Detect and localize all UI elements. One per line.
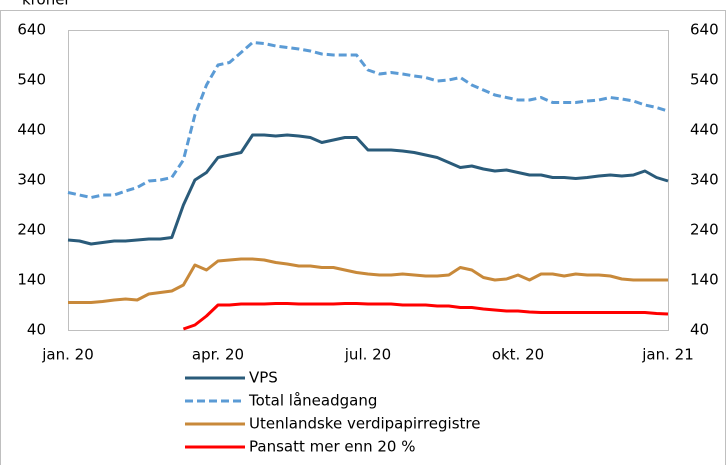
legend-label: Utenlandske verdipapirregistre [249, 415, 480, 433]
x-tick-label: okt. 20 [492, 346, 544, 364]
y2-tick-label: 640 [690, 21, 719, 39]
y-tick-label: 440 [17, 121, 46, 139]
series-line [68, 257, 668, 304]
plot-frame [68, 30, 669, 331]
y2-tick-label: 40 [690, 321, 709, 339]
series-line [67, 133, 669, 246]
chart-border [0, 10, 726, 465]
y2-tick-label: 440 [690, 121, 719, 139]
y2-tick-label: 540 [690, 71, 719, 89]
y2-tick-label: 240 [690, 221, 719, 239]
legend-label: VPS [249, 369, 278, 387]
y-axis-label: kroner [22, 0, 71, 9]
x-tick-label: jul. 20 [344, 346, 391, 364]
y-tick-label: 240 [17, 221, 46, 239]
series-line [67, 41, 669, 199]
y-tick-label: 140 [17, 271, 46, 289]
y-tick-label: 640 [17, 21, 46, 39]
y2-tick-label: 340 [690, 171, 719, 189]
y-tick-label: 40 [27, 321, 46, 339]
legend-label: Total låneadgang [248, 392, 377, 410]
series-line [182, 302, 669, 331]
x-tick-label: apr. 20 [192, 346, 244, 364]
y-tick-label: 340 [17, 171, 46, 189]
legend-label: Pansatt mer enn 20 % [249, 438, 416, 456]
y-tick-label: 540 [17, 71, 46, 89]
y2-tick-label: 140 [690, 271, 719, 289]
x-tick-label: jan. 21 [641, 346, 694, 364]
x-tick-label: jan. 20 [41, 346, 94, 364]
